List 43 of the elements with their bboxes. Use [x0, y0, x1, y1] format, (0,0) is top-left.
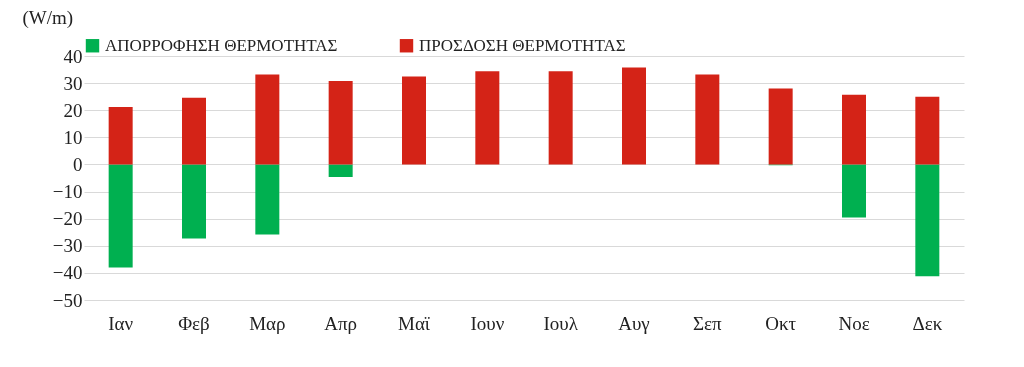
x-tick-label: Αυγ — [618, 312, 650, 334]
y-tick-label: 10 — [63, 126, 83, 148]
legend-label: ΠΡΟΣΔΟΣΗ ΘΕΡΜΟΤΗΤΑΣ — [419, 35, 626, 55]
y-tick-label: −50 — [52, 289, 83, 311]
x-tick-label: Οκτ — [765, 312, 797, 334]
bar — [768, 88, 793, 165]
bar — [915, 96, 940, 165]
bar — [108, 164, 133, 268]
x-tick-label: Δεκ — [912, 312, 943, 334]
bar — [842, 164, 866, 218]
bar — [182, 97, 206, 165]
x-tick-label: Φεβ — [178, 312, 210, 334]
bar — [328, 80, 353, 165]
legend-label: ΑΠΟΡΡΟΦΗΣΗ ΘΕΡΜΟΤΗΤΑΣ — [105, 35, 338, 55]
y-tick-label: −10 — [52, 181, 83, 203]
y-tick-label: 0 — [73, 153, 83, 175]
y-tick-label: −20 — [52, 208, 83, 230]
bar — [842, 94, 866, 165]
x-tick-label: Ιουλ — [543, 312, 579, 334]
bar — [108, 106, 133, 165]
bar — [255, 74, 280, 165]
x-tick-label: Ιουν — [470, 312, 505, 334]
y-tick-label: 20 — [63, 99, 83, 121]
bar — [182, 164, 206, 239]
bar — [402, 76, 426, 165]
bar — [475, 71, 500, 165]
y-tick-label: −40 — [52, 262, 83, 284]
bar — [255, 164, 280, 235]
bar — [915, 164, 940, 277]
x-tick-label: Μαρ — [249, 312, 286, 334]
bar — [622, 67, 646, 165]
bar — [548, 71, 573, 165]
y-axis-title: (W/m) — [22, 6, 74, 29]
bar — [695, 74, 720, 165]
y-tick-label: 30 — [63, 72, 83, 94]
x-tick-label: Νοε — [838, 312, 870, 334]
x-tick-label: Απρ — [324, 312, 358, 334]
y-tick-label: 40 — [63, 45, 83, 67]
y-tick-label: −30 — [52, 235, 83, 257]
x-tick-label: Σεπ — [693, 312, 723, 334]
bar — [328, 164, 353, 177]
x-tick-label: Ιαν — [108, 312, 134, 334]
x-tick-label: Μαϊ — [398, 312, 431, 334]
